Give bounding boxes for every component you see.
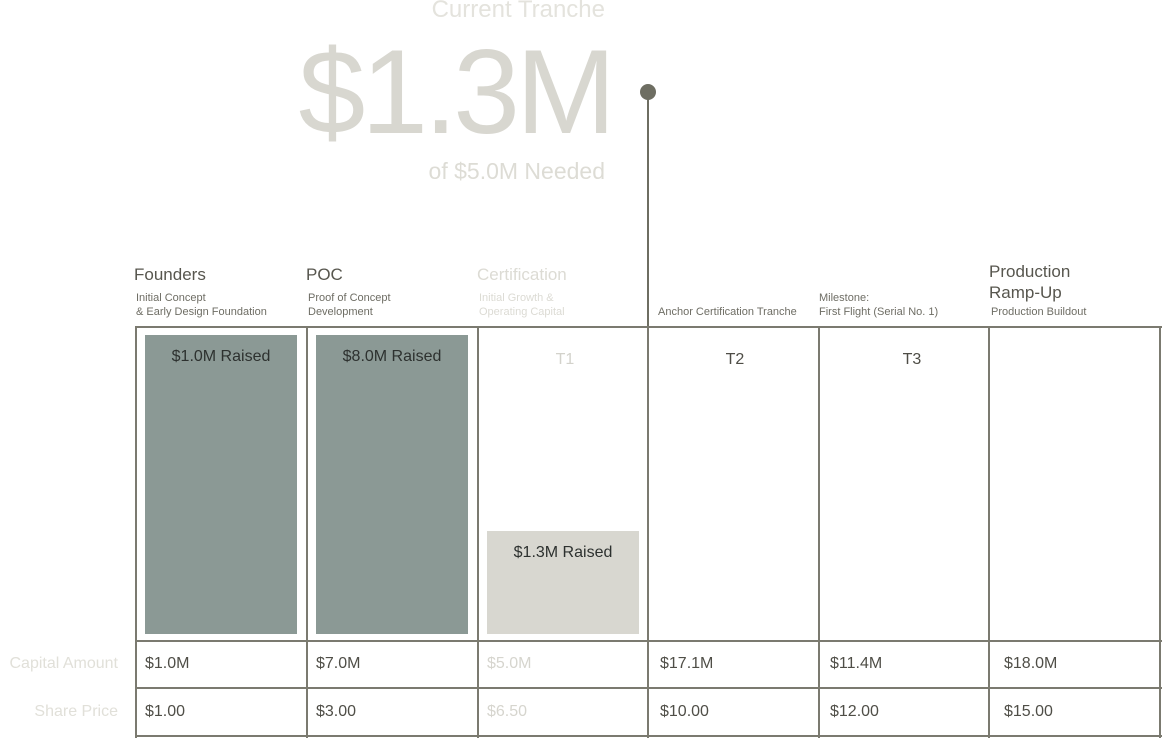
column-subtitle: Initial Concept & Early Design Foundatio… bbox=[136, 292, 267, 318]
certification-raised-bar: $1.3M Raised bbox=[487, 531, 639, 634]
grid-line bbox=[306, 326, 308, 738]
grid-line bbox=[1159, 326, 1161, 738]
grid-line bbox=[135, 326, 137, 738]
column-header-t3: Milestone: First Flight (Serial No. 1) bbox=[817, 258, 985, 322]
column-subtitle: Initial Growth & Operating Capital bbox=[479, 292, 565, 318]
grid-line bbox=[818, 326, 820, 738]
grid-line bbox=[135, 640, 1162, 642]
founders-raised-bar: $1.0M Raised bbox=[145, 335, 297, 634]
column-subtitle: Production Buildout bbox=[991, 306, 1087, 318]
grid-line bbox=[135, 687, 1162, 689]
capital-cell: $1.0M bbox=[145, 655, 190, 672]
raised-label: $8.0M Raised bbox=[342, 348, 442, 365]
share-price-cell: $15.00 bbox=[1004, 703, 1053, 720]
column-header-production: Production Ramp-Up Production Buildout bbox=[989, 261, 1157, 325]
current-position-line bbox=[647, 92, 649, 328]
column-header-certification: Certification Initial Growth & Operating… bbox=[477, 258, 645, 322]
column-subtitle: Milestone: First Flight (Serial No. 1) bbox=[819, 292, 939, 318]
raised-label: $1.3M Raised bbox=[513, 544, 613, 561]
tier-label-t2: T2 bbox=[725, 351, 745, 368]
share-price-row-label: Share Price bbox=[34, 703, 118, 720]
column-subtitle: Anchor Certification Tranche bbox=[658, 306, 797, 318]
tier-label-t1: T1 bbox=[555, 351, 575, 368]
column-subtitle: Proof of Concept Development bbox=[308, 292, 391, 318]
share-price-cell: $6.50 bbox=[487, 703, 528, 720]
capital-cell: $7.0M bbox=[316, 655, 361, 672]
capital-cell: $5.0M bbox=[487, 655, 532, 672]
grid-line bbox=[135, 735, 1162, 737]
share-price-cell: $3.00 bbox=[316, 703, 357, 720]
grid-line bbox=[135, 326, 1162, 328]
column-title: POC bbox=[306, 265, 343, 284]
column-title: Certification bbox=[477, 265, 567, 284]
column-header-t2: Anchor Certification Tranche bbox=[656, 258, 824, 322]
column-title: Founders bbox=[134, 265, 206, 284]
share-price-cell: $12.00 bbox=[830, 703, 879, 720]
grid-line bbox=[647, 326, 649, 738]
raised-label: $1.0M Raised bbox=[171, 348, 271, 365]
grid-line bbox=[477, 326, 479, 738]
poc-raised-bar: $8.0M Raised bbox=[316, 335, 468, 634]
column-header-poc: POC Proof of Concept Development bbox=[306, 258, 474, 322]
grid-line bbox=[988, 326, 990, 738]
column-title: Production Ramp-Up bbox=[989, 262, 1071, 302]
current-tranche-amount: $1.3M bbox=[298, 25, 616, 159]
share-price-cell: $1.00 bbox=[145, 703, 186, 720]
current-tranche-label: Current Tranche bbox=[431, 0, 605, 23]
amount-needed-text: of $5.0M Needed bbox=[428, 158, 605, 184]
tier-label-t3: T3 bbox=[902, 351, 922, 368]
capital-cell: $11.4M bbox=[830, 655, 883, 672]
capital-cell: $17.1M bbox=[660, 655, 714, 672]
capital-amount-row-label: Capital Amount bbox=[9, 655, 118, 672]
share-price-cell: $10.00 bbox=[660, 703, 709, 720]
column-header-founders: Founders Initial Concept & Early Design … bbox=[134, 258, 302, 322]
capital-cell: $18.0M bbox=[1004, 655, 1058, 672]
